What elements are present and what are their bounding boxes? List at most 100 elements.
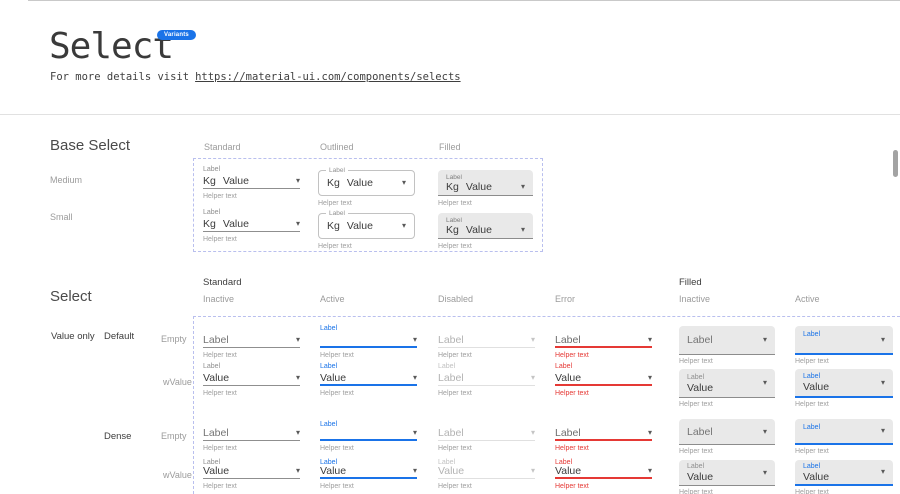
select-standard-error-empty[interactable]: Label ▾ Helper text	[555, 324, 652, 359]
select-input[interactable]: Label ▾	[795, 419, 893, 445]
helper-text: Helper text	[320, 445, 354, 452]
select-standard-dense-disabled-empty: Label ▾ Helper text	[438, 420, 535, 452]
select-value: Label	[687, 425, 713, 438]
select-standard-dense-active-wvalue[interactable]: Label Value ▾ Helper text	[320, 458, 417, 490]
select-input[interactable]: Label ▾	[203, 427, 300, 441]
column-header-outlined: Outlined	[320, 142, 354, 152]
group-header-filled: Filled	[679, 277, 702, 288]
select-input[interactable]: Value ▾	[203, 465, 300, 479]
select-filled-dense-inactive-empty[interactable]: Label ▾ Helper text	[679, 419, 775, 455]
select-input[interactable]: Value ▾	[203, 372, 300, 386]
helper-text: Helper text	[555, 445, 589, 452]
select-input[interactable]: Value ▾	[555, 465, 652, 479]
select-input[interactable]: Value ▾	[320, 465, 417, 479]
dropdown-arrow-icon: ▾	[295, 466, 300, 475]
select-value: Value	[803, 381, 830, 393]
select-standard-dense-inactive-empty[interactable]: Label ▾ Helper text	[203, 420, 300, 452]
scrollbar-thumb[interactable]	[893, 150, 898, 177]
select-value: Value	[222, 174, 249, 187]
select-standard-dense-error-wvalue[interactable]: Label Value ▾ Helper text	[555, 458, 652, 490]
select-input[interactable]: Label Kg Value ▾	[438, 213, 533, 239]
select-input[interactable]: Value ▾	[320, 372, 417, 386]
select-standard-active-empty[interactable]: Label ▾ Helper text	[320, 324, 417, 359]
select-input[interactable]: Label Kg Value ▾	[438, 170, 533, 196]
select-input[interactable]: ▾	[320, 428, 417, 441]
select-filled-inactive-empty[interactable]: Label ▾ Helper text	[679, 326, 775, 365]
helper-text: Helper text	[795, 358, 829, 365]
column-header-filled-active: Active	[795, 294, 820, 304]
dropdown-arrow-icon: ▾	[880, 426, 885, 435]
helper-text: Helper text	[438, 445, 472, 452]
base-select-heading: Base Select	[50, 137, 131, 154]
floating-label: Label	[446, 174, 462, 181]
dropdown-arrow-icon: ▾	[295, 428, 300, 437]
select-filled-dense-active-empty[interactable]: Label ▾ Helper text	[795, 419, 893, 455]
select-input[interactable]: Label Value ▾	[679, 369, 775, 398]
adornment: Kg	[203, 217, 216, 230]
select-input[interactable]: Label ▾	[795, 326, 893, 355]
floating-label: Label	[326, 210, 348, 217]
dropdown-arrow-icon: ▾	[647, 428, 652, 437]
select-standard-dense-active-empty[interactable]: Label ▾ Helper text	[320, 420, 417, 452]
select-standard-active-wvalue[interactable]: Label Value ▾ Helper text	[320, 362, 417, 397]
select-value: Value	[320, 371, 347, 384]
select-input[interactable]: Label Value ▾	[795, 460, 893, 486]
select-filled-dense-active-wvalue[interactable]: Label Value ▾ Helper text	[795, 460, 893, 494]
select-filled-active-empty[interactable]: Label ▾ Helper text	[795, 326, 893, 365]
select-matrix-container	[193, 316, 900, 494]
select-filled-inactive-wvalue[interactable]: Label Value ▾ Helper text	[679, 369, 775, 408]
base-select-filled-small[interactable]: Label Kg Value ▾ Helper text	[438, 213, 533, 250]
dropdown-arrow-icon: ▾	[647, 372, 652, 382]
select-input[interactable]: Label ▾	[555, 334, 652, 348]
select-input[interactable]: Label Value ▾	[795, 369, 893, 398]
helper-text: Helper text	[555, 352, 589, 359]
select-standard-error-wvalue[interactable]: Label Value ▾ Helper text	[555, 362, 652, 397]
select-input[interactable]: Label ▾	[555, 427, 652, 441]
floating-label: Label	[555, 459, 573, 466]
base-select-filled-medium[interactable]: Label Kg Value ▾ Helper text	[438, 170, 533, 207]
select-filled-active-wvalue[interactable]: Label Value ▾ Helper text	[795, 369, 893, 408]
dropdown-arrow-icon: ▾	[412, 428, 417, 437]
helper-text: Helper text	[318, 243, 352, 250]
row-group-value-only: Value only	[51, 331, 95, 342]
helper-text: Helper text	[438, 200, 472, 207]
select-value: Value	[465, 224, 492, 236]
floating-label: Label	[203, 459, 221, 466]
floating-label: Label	[803, 424, 821, 431]
base-select-outlined-small[interactable]: Label Kg Value ▾ Helper text	[318, 210, 415, 250]
base-select-standard-small[interactable]: Label Kg Value ▾ Helper text	[203, 208, 300, 243]
row-header-wvalue-dense: wValue	[163, 470, 192, 480]
select-input[interactable]: Kg Value ▾	[203, 175, 300, 189]
column-header-disabled: Disabled	[438, 294, 474, 304]
select-value: Label	[438, 371, 464, 384]
select-filled-dense-inactive-wvalue[interactable]: Label Value ▾ Helper text	[679, 460, 775, 494]
select-input[interactable]: Label Kg Value ▾	[318, 167, 415, 196]
select-input[interactable]: Label ▾	[203, 334, 300, 348]
helper-text: Helper text	[679, 489, 713, 494]
docs-link[interactable]: https://material-ui.com/components/selec…	[195, 71, 461, 83]
helper-text: Helper text	[555, 390, 589, 397]
select-input[interactable]: Label Kg Value ▾	[318, 210, 415, 239]
select-standard-inactive-wvalue[interactable]: Label Value ▾ Helper text	[203, 362, 300, 397]
base-select-outlined-medium[interactable]: Label Kg Value ▾ Helper text	[318, 167, 415, 207]
select-input[interactable]: Label ▾	[679, 326, 775, 355]
select-value: Label	[687, 334, 713, 346]
select-input[interactable]: Kg Value ▾	[203, 218, 300, 232]
helper-text: Helper text	[438, 243, 472, 250]
select-input[interactable]: Label Value ▾	[679, 460, 775, 486]
floating-label: Label	[320, 459, 338, 466]
select-input: Value ▾	[438, 465, 535, 479]
select-input[interactable]: Label ▾	[679, 419, 775, 445]
dropdown-arrow-icon: ▾	[412, 334, 417, 344]
select-standard-dense-inactive-wvalue[interactable]: Label Value ▾ Helper text	[203, 458, 300, 490]
row-header-empty-default: Empty	[161, 334, 187, 344]
select-value: Label	[203, 427, 229, 439]
select-input[interactable]: Value ▾	[555, 372, 652, 386]
base-select-standard-medium[interactable]: Label Kg Value ▾ Helper text	[203, 165, 300, 200]
floating-label: Label	[446, 217, 462, 224]
select-standard-inactive-empty[interactable]: Label ▾ Helper text	[203, 324, 300, 359]
select-input: Label ▾	[438, 334, 535, 348]
row-header-wvalue-default: wValue	[163, 377, 192, 387]
select-standard-dense-error-empty[interactable]: Label ▾ Helper text	[555, 420, 652, 452]
select-input[interactable]: ▾	[320, 334, 417, 348]
